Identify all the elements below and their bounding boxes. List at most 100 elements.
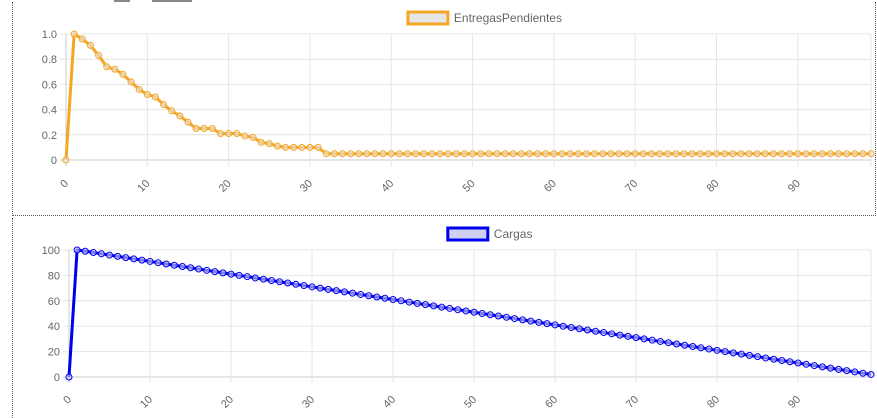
data-point: [737, 350, 745, 358]
data-point: [745, 351, 753, 359]
data-point: [203, 266, 211, 274]
data-point: [851, 150, 859, 158]
data-point: [535, 318, 543, 326]
data-point: [753, 150, 761, 158]
data-point: [494, 312, 502, 320]
data-point: [713, 150, 721, 158]
data-point: [162, 260, 170, 268]
data-point: [525, 150, 533, 158]
data-point: [826, 364, 834, 372]
data-point: [729, 349, 737, 357]
legend-swatch: [446, 226, 490, 242]
y-tick-label: 0.8: [42, 54, 57, 66]
data-point: [729, 150, 737, 158]
data-point: [696, 150, 704, 158]
data-point: [656, 150, 664, 158]
y-tick-label: 80: [48, 270, 60, 282]
data-point: [308, 283, 316, 291]
data-point: [454, 306, 462, 314]
data-point: [146, 257, 154, 265]
x-tick-label: 90: [786, 394, 803, 411]
data-point: [843, 150, 851, 158]
data-point: [639, 150, 647, 158]
data-point: [794, 359, 802, 367]
data-point: [599, 150, 607, 158]
x-tick-label: 40: [379, 178, 396, 195]
data-point: [802, 360, 810, 368]
data-point: [704, 150, 712, 158]
data-point: [542, 150, 550, 158]
data-point: [444, 150, 452, 158]
x-tick-label: 50: [461, 178, 478, 195]
data-point: [276, 278, 284, 286]
data-point: [859, 150, 867, 158]
data-point: [608, 330, 616, 338]
data-point: [306, 143, 314, 151]
data-point: [235, 271, 243, 279]
data-point: [300, 282, 308, 290]
data-point: [322, 150, 330, 158]
data-point: [405, 298, 413, 306]
data-point: [81, 247, 89, 255]
data-point: [70, 30, 78, 38]
data-point: [534, 150, 542, 158]
x-tick-label: 20: [217, 178, 234, 195]
legend-label: EntregasPendientes: [454, 11, 562, 25]
data-point: [200, 125, 208, 132]
data-point: [379, 150, 387, 158]
data-point: [330, 150, 338, 158]
y-tick-label: 40: [48, 321, 60, 333]
data-point: [664, 339, 672, 347]
data-point: [365, 292, 373, 300]
data-point: [851, 368, 859, 376]
data-point: [332, 287, 340, 295]
data-point: [486, 311, 494, 319]
data-point: [349, 289, 357, 297]
series-line: [64, 32, 871, 161]
x-tick-label: 60: [542, 178, 559, 195]
data-point: [664, 150, 672, 158]
data-point: [583, 326, 591, 334]
data-point: [282, 143, 290, 151]
data-point: [119, 70, 127, 78]
data-point: [697, 344, 705, 352]
data-point: [517, 150, 525, 158]
data-point: [138, 256, 146, 264]
data-point: [97, 250, 105, 258]
legend: Cargas: [446, 226, 532, 242]
data-point: [721, 348, 729, 356]
data-point: [624, 332, 632, 340]
data-point: [600, 329, 608, 337]
data-point: [519, 316, 527, 324]
data-point: [462, 307, 470, 315]
data-point: [187, 264, 195, 272]
data-point: [818, 150, 826, 158]
y-tick-label: 0.2: [42, 130, 57, 142]
data-point: [582, 150, 590, 158]
data-point: [826, 150, 834, 158]
x-tick-label: 0: [58, 178, 71, 191]
data-point: [446, 304, 454, 312]
x-tick-label: 70: [623, 178, 640, 195]
series-points: [65, 246, 875, 381]
data-point: [527, 317, 535, 325]
data-point: [227, 270, 235, 278]
data-point: [616, 331, 624, 339]
data-point: [680, 150, 688, 158]
data-point: [284, 279, 292, 287]
data-point: [397, 297, 405, 305]
data-point: [421, 301, 429, 309]
data-point: [195, 265, 203, 273]
data-point: [381, 294, 389, 302]
data-point: [168, 107, 176, 115]
data-point: [681, 341, 689, 349]
data-point: [640, 335, 648, 343]
data-point: [632, 334, 640, 342]
data-point: [259, 275, 267, 283]
data-point: [509, 150, 517, 158]
data-point: [647, 150, 655, 158]
grid: [63, 249, 872, 383]
data-point: [770, 355, 778, 363]
data-point: [574, 150, 582, 158]
data-point: [243, 273, 251, 281]
